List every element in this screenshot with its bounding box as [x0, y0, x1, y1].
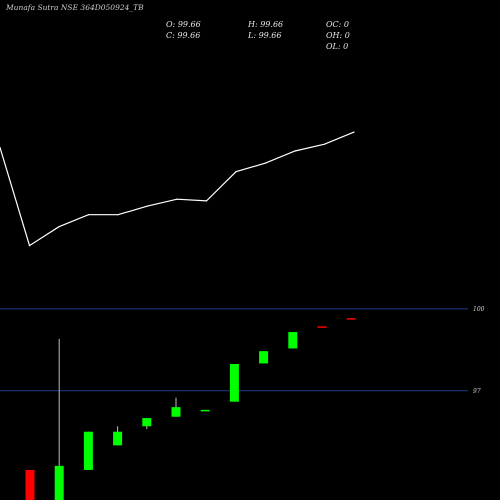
stat-high-value: 99.66: [260, 20, 284, 29]
stat-open: O: 99.66: [166, 20, 201, 29]
stat-oc: OC: 0: [326, 20, 349, 29]
candle-body-3: [113, 431, 123, 446]
candle-body-0: [25, 469, 35, 500]
line-point-9: [264, 162, 267, 164]
stat-ol-label: OL:: [326, 42, 341, 51]
candle-body-10: [317, 326, 327, 328]
candle-body-8: [259, 351, 269, 364]
line-point-10: [294, 150, 296, 152]
chart-title: Munafa Sutra NSE 364D050924_TB: [6, 3, 144, 12]
stat-low-value: 99.66: [258, 31, 282, 40]
line-point-12: [353, 131, 355, 133]
stat-close-label: C:: [166, 31, 175, 40]
candle-body-1: [54, 465, 64, 500]
stat-open-value: 99.66: [177, 20, 201, 29]
stat-low: L: 99.66: [248, 31, 281, 40]
stat-open-label: O:: [166, 20, 176, 29]
stat-ol: OL: 0: [326, 42, 348, 51]
line-point-11: [323, 143, 326, 145]
line-point-3: [87, 214, 90, 216]
reference-label-1: 97: [473, 388, 481, 395]
line-point-6: [176, 198, 178, 200]
stat-oh-label: OH:: [326, 31, 343, 40]
line-point-7: [205, 200, 208, 202]
stat-oh: OH: 0: [326, 31, 350, 40]
candle-body-4: [142, 418, 152, 427]
stat-oc-value: 0: [343, 20, 350, 29]
line-point-2: [58, 226, 60, 228]
stat-ol-value: 0: [343, 42, 349, 51]
candle-body-11: [346, 318, 356, 320]
price-line: [0, 131, 355, 247]
line-point-5: [146, 205, 149, 207]
line-point-4: [117, 214, 119, 216]
line-point-0: [0, 147, 1, 149]
line-point-1: [28, 245, 31, 247]
stat-oc-label: OC:: [326, 20, 342, 29]
stat-close-value: 99.66: [177, 31, 201, 40]
stat-low-label: L:: [248, 31, 257, 40]
stat-high: H: 99.66: [248, 20, 283, 29]
reference-label-0: 100: [473, 306, 485, 313]
stat-close: C: 99.66: [166, 31, 200, 40]
stat-high-label: H:: [248, 20, 258, 29]
candle-body-2: [83, 431, 93, 470]
candle-body-6: [200, 409, 210, 412]
candle-body-5: [171, 407, 181, 417]
candle-body-7: [229, 364, 239, 402]
stat-oh-value: 0: [344, 31, 350, 40]
candle-body-9: [288, 332, 298, 349]
line-point-8: [235, 171, 237, 173]
